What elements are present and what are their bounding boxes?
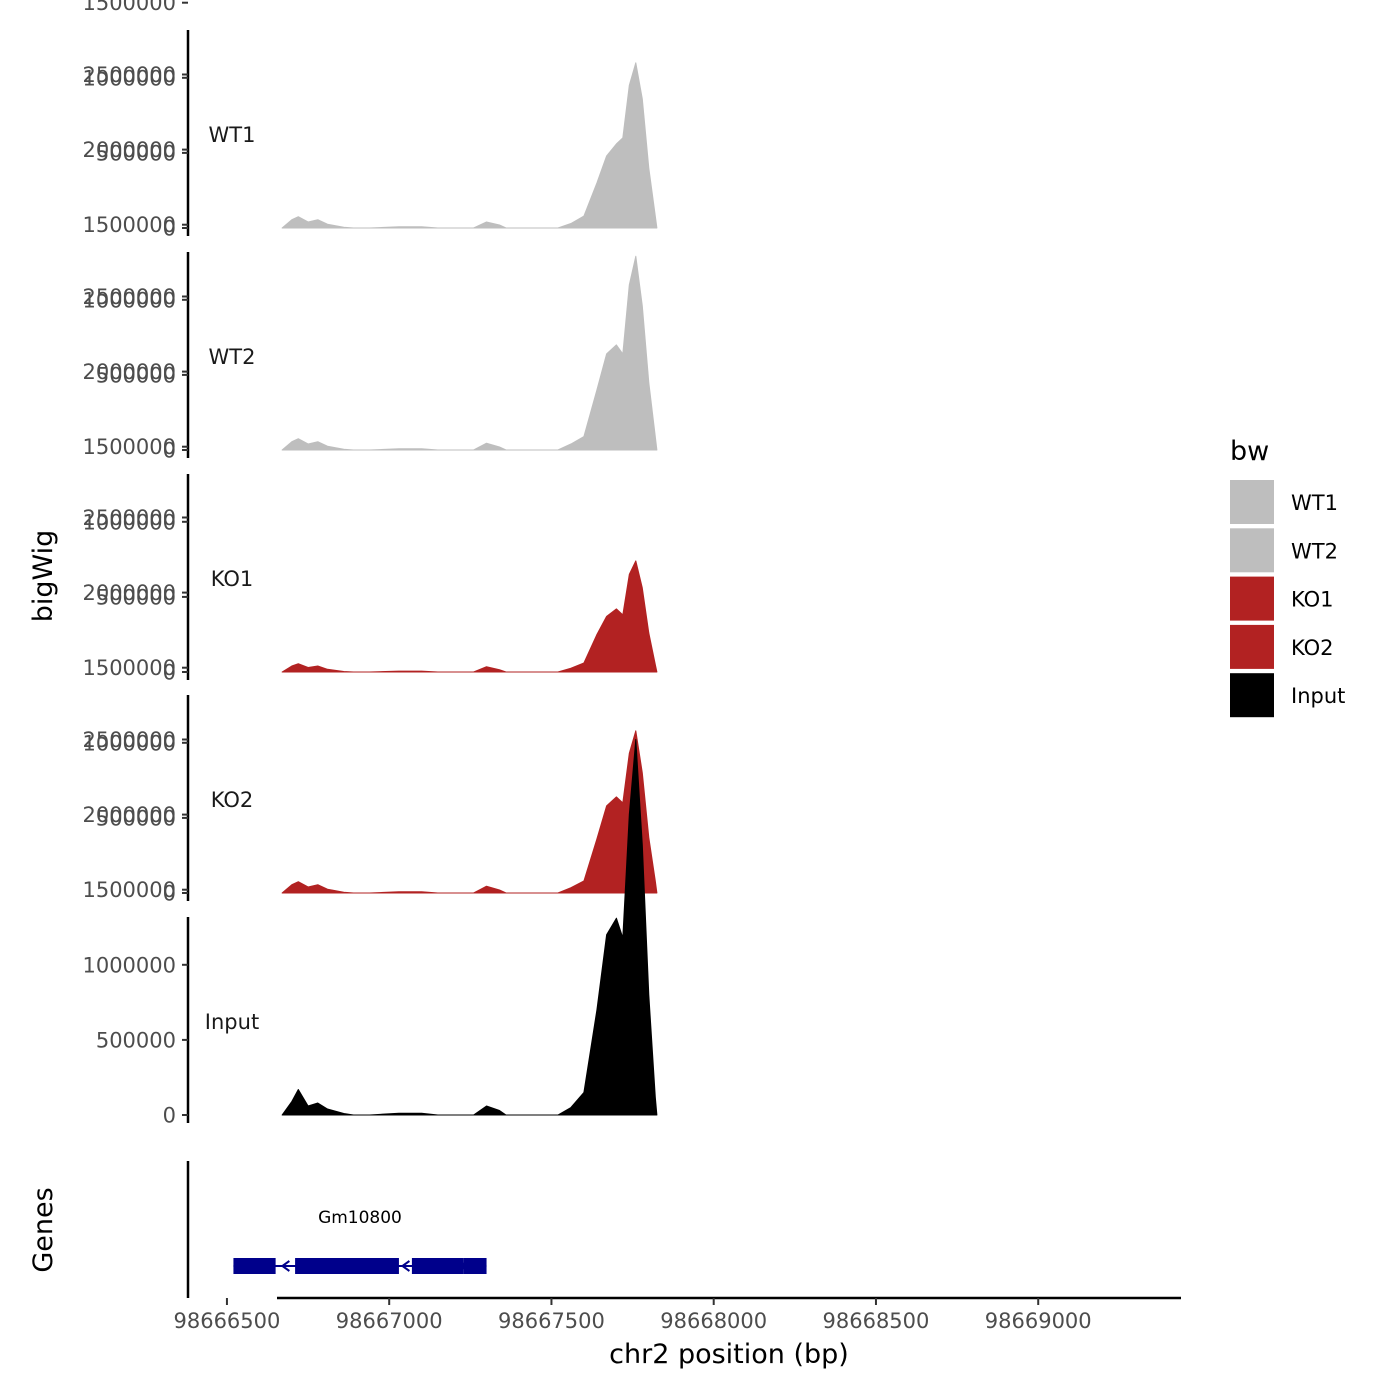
gene-track: Gm10800 — [186, 1161, 487, 1298]
track-wt1: 0 500000 1000000 1500000 2000000 2500000 WT1 — [82, 0, 658, 241]
x-axis: 98666500 98667000 98667500 98668000 98668500… — [173, 1296, 1181, 1333]
area-ko1 — [281, 560, 658, 673]
x-tick-label: 98667500 — [498, 1309, 605, 1333]
y-tick-label: 500000 — [96, 1028, 176, 1052]
y-tick-label: 0 — [163, 217, 176, 241]
strand-arrow — [280, 1260, 290, 1272]
legend-swatch — [1230, 528, 1274, 573]
legend-swatch — [1230, 480, 1274, 524]
y-tick-label: 1000000 — [82, 731, 176, 755]
gene-exon — [295, 1258, 399, 1274]
area-ko2 — [281, 730, 658, 894]
legend-label: KO1 — [1291, 588, 1334, 612]
track-ko1: 0 500000 1000000 1500000 2000000 2500000 KO1 — [82, 285, 658, 685]
y-tick-label: 1000000 — [82, 953, 176, 977]
gene-gm10800: Gm10800 — [233, 1208, 487, 1274]
y-tick-label: 0 — [163, 1104, 176, 1128]
y-tick-label: 2000000 — [82, 803, 176, 827]
y-tick-label: 1000000 — [82, 66, 176, 90]
y-tick-label: 0 — [163, 882, 176, 906]
x-tick-label: 98667000 — [336, 1309, 443, 1333]
legend-item-wt2: WT2 — [1230, 528, 1338, 573]
y-tick-label: 1500000 — [82, 0, 176, 15]
y-tick-label: 500000 — [96, 141, 176, 165]
legend-item-ko2: KO2 — [1230, 624, 1334, 669]
x-tick-label: 98669000 — [985, 1309, 1092, 1333]
legend-item-input: Input — [1230, 673, 1345, 718]
y-tick-label: 1500000 — [82, 435, 176, 459]
track-label-ko1: KO1 — [211, 567, 254, 591]
y-tick-label: 1500000 — [82, 878, 176, 902]
legend-label: KO2 — [1291, 636, 1334, 660]
legend-swatch — [1230, 576, 1274, 621]
bigwig-tracks: 0 500000 1000000 1500000 2000000 2500000 WT1 0 5… — [82, 0, 658, 1128]
y-tick-label: 2500000 — [82, 506, 176, 530]
gene-exon — [233, 1258, 276, 1274]
track-wt2: 0 500000 1000000 1500000 2000000 2500000 WT2 — [82, 63, 658, 463]
y-tick-label: 1500000 — [82, 656, 176, 680]
legend-label: Input — [1291, 684, 1345, 708]
y-tick-label: 2500000 — [82, 63, 176, 87]
y-tick-label: 2000000 — [82, 138, 176, 162]
y-tick-label: 500000 — [96, 806, 176, 830]
y-tick-label: 2500000 — [82, 728, 176, 752]
y-tick-label: 2000000 — [82, 581, 176, 605]
legend-label: WT2 — [1291, 539, 1338, 563]
track-ko2: 0 500000 1000000 1500000 2000000 2500000 KO2 — [82, 506, 658, 906]
track-label-wt2: WT2 — [209, 345, 256, 369]
track-label-input: Input — [205, 1010, 259, 1034]
legend-item-wt1: WT1 — [1230, 480, 1338, 524]
y-tick-label: 0 — [163, 439, 176, 463]
track-label-wt1: WT1 — [209, 123, 256, 147]
area-input — [281, 739, 658, 1116]
y-axis-title: bigWig — [28, 530, 59, 623]
legend-title: bw — [1230, 436, 1269, 467]
legend: bw WT1 WT2 KO1 KO2 Input — [1230, 436, 1345, 718]
y-tick-label: 0 — [163, 661, 176, 685]
x-tick-label: 98668000 — [660, 1309, 767, 1333]
y-tick-label: 2500000 — [82, 285, 176, 309]
y-tick-label: 2000000 — [82, 360, 176, 384]
x-axis-title: chr2 position (bp) — [609, 1339, 849, 1370]
y-tick-label: 500000 — [96, 363, 176, 387]
y-tick-label: 500000 — [96, 585, 176, 609]
x-tick-label: 98666500 — [173, 1309, 280, 1333]
track-label-ko2: KO2 — [211, 788, 254, 812]
legend-swatch — [1230, 624, 1274, 669]
track-input: 0 500000 1000000 1500000 2000000 2500000 Input — [82, 728, 658, 1128]
gene-exon — [463, 1258, 487, 1274]
y-tick-label: 1000000 — [82, 288, 176, 312]
y-tick-label: 1500000 — [82, 213, 176, 237]
gene-label: Gm10800 — [318, 1208, 402, 1228]
legend-item-ko1: KO1 — [1230, 576, 1334, 621]
area-wt2 — [281, 255, 658, 451]
legend-label: WT1 — [1291, 491, 1338, 515]
y-tick-label: 1000000 — [82, 510, 176, 534]
x-tick-label: 98668500 — [823, 1309, 930, 1333]
gene-track-title: Genes — [28, 1187, 59, 1272]
gene-exon — [411, 1258, 464, 1274]
strand-arrow — [400, 1260, 411, 1272]
legend-swatch — [1230, 673, 1274, 718]
strand-arrow — [459, 1260, 469, 1272]
area-wt1 — [281, 62, 658, 229]
